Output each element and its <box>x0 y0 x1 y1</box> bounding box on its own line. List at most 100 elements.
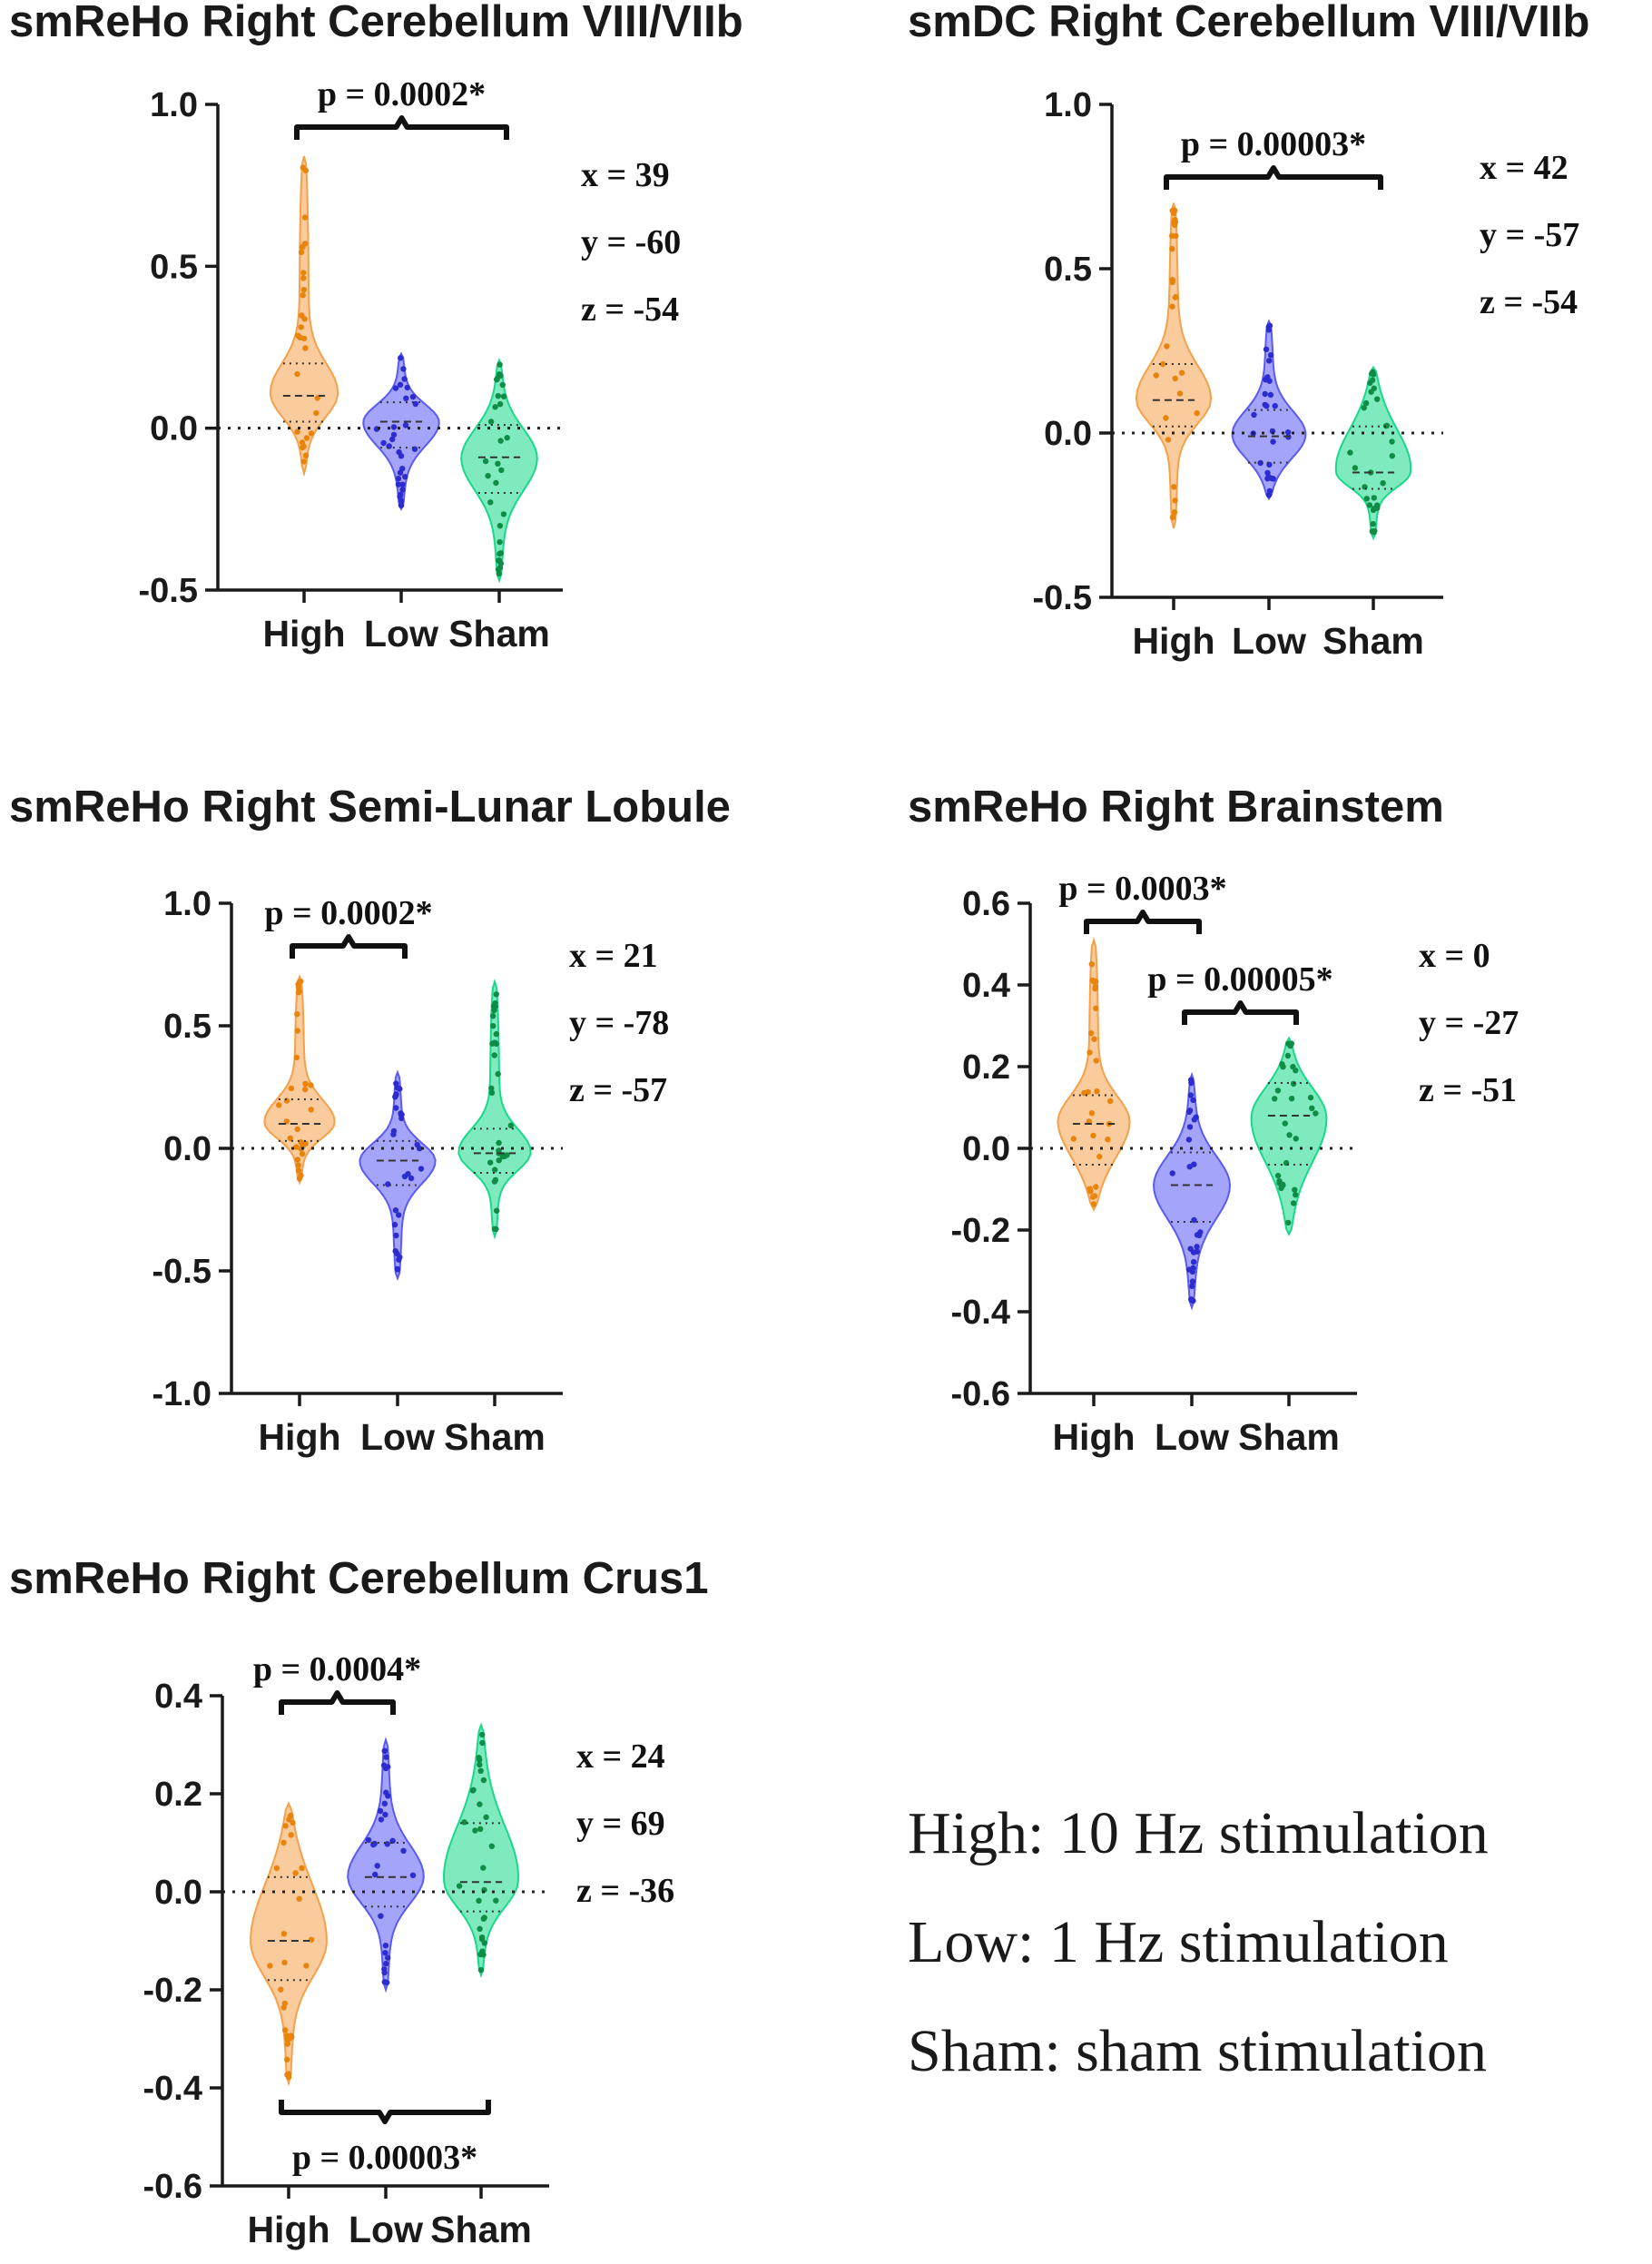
data-point <box>499 381 506 389</box>
data-point <box>1187 1092 1195 1098</box>
mni-coordinate-z: z = -51 <box>1419 1071 1517 1109</box>
data-point <box>374 1863 380 1869</box>
p-value-label: p = 0.0002* <box>264 894 432 932</box>
data-point <box>301 241 309 247</box>
data-point <box>1267 352 1274 359</box>
legend-sham: Sham: sham stimulation <box>908 2018 1487 2084</box>
p-value-label: p = 0.00003* <box>292 2139 477 2177</box>
mni-coordinate-x: x = 21 <box>569 937 658 975</box>
data-point <box>491 1052 497 1058</box>
data-point <box>1285 1219 1292 1226</box>
violin-high <box>269 155 339 477</box>
data-point <box>296 1895 302 1902</box>
data-point <box>1186 1107 1194 1114</box>
data-point <box>497 538 503 546</box>
x-tick-label-sham: Sham <box>430 2209 532 2250</box>
data-point <box>1197 1229 1204 1235</box>
data-point <box>365 1836 372 1844</box>
violin-sham <box>1250 1036 1328 1236</box>
data-point <box>1366 502 1373 508</box>
data-point <box>400 1847 407 1854</box>
data-point <box>496 371 503 378</box>
data-point <box>1368 389 1374 395</box>
data-point <box>398 355 404 361</box>
y-tick-label: 0.0 <box>962 1130 1010 1168</box>
data-point <box>288 1832 294 1838</box>
data-point <box>1169 1170 1175 1176</box>
data-point <box>1194 409 1200 417</box>
data-point <box>1170 210 1177 216</box>
data-point <box>1382 423 1390 429</box>
data-point <box>456 1883 463 1889</box>
data-point <box>299 439 306 446</box>
data-point <box>381 1800 388 1806</box>
data-point <box>1347 449 1353 456</box>
data-point <box>504 435 510 441</box>
data-point <box>493 991 499 998</box>
data-point <box>378 1913 384 1919</box>
data-point <box>492 1003 499 1009</box>
data-point <box>497 438 504 444</box>
violin-body <box>263 974 336 1186</box>
data-point <box>1169 232 1175 239</box>
data-point <box>1186 1164 1193 1170</box>
data-point <box>496 570 502 577</box>
y-tick-label: 0.0 <box>150 410 198 448</box>
y-tick-label: -0.4 <box>143 2070 202 2108</box>
mni-coordinate-z: z = -36 <box>576 1872 674 1910</box>
data-point <box>1262 390 1268 398</box>
violin-low <box>359 1069 437 1281</box>
chart-panel-5: smReHo Right Cerebellum Crus1 0.4 0.2 0.0 -0… <box>9 1561 709 2250</box>
mni-coordinate-z: z = -54 <box>581 290 679 329</box>
data-point <box>295 1162 301 1168</box>
data-point <box>1287 1042 1293 1049</box>
y-tick-label: -0.2 <box>143 1972 202 2010</box>
data-point <box>480 1865 487 1871</box>
x-tick-label-high: High <box>247 2209 329 2250</box>
mni-coordinate-y: y = 69 <box>576 1805 665 1843</box>
data-point <box>477 1767 484 1774</box>
y-tick-label: -0.5 <box>139 572 198 610</box>
data-point <box>299 1865 305 1871</box>
violin-sham <box>1334 365 1412 541</box>
x-tick-label-sham: Sham <box>1323 620 1424 662</box>
data-point <box>1190 1259 1197 1265</box>
data-point <box>496 1157 502 1164</box>
data-point <box>298 249 305 256</box>
data-point <box>481 1940 487 1946</box>
data-point <box>477 1951 484 1958</box>
data-point <box>299 312 305 319</box>
x-tick-label-sham: Sham <box>448 613 550 655</box>
data-point <box>495 1070 501 1078</box>
y-tick-label: -0.6 <box>951 1375 1010 1413</box>
data-point <box>482 458 489 465</box>
data-point <box>298 324 304 330</box>
data-point <box>267 1963 273 1969</box>
data-point <box>1093 1184 1099 1190</box>
data-point <box>396 1212 402 1218</box>
data-point <box>483 1814 489 1820</box>
data-point <box>490 1023 497 1029</box>
data-point <box>497 565 504 571</box>
p-value-label: p = 0.00003* <box>1181 125 1366 163</box>
data-point <box>1186 1124 1194 1130</box>
data-point <box>401 376 408 382</box>
y-tick-label: 0.0 <box>1044 415 1092 453</box>
data-point <box>299 1150 306 1157</box>
data-point <box>402 474 408 480</box>
data-point <box>494 376 500 382</box>
data-point <box>491 1178 498 1185</box>
data-point <box>303 435 310 441</box>
data-point <box>477 1826 484 1832</box>
data-point <box>393 1232 399 1239</box>
significance-bracket <box>1164 165 1383 190</box>
p-value-label: p = 0.0002* <box>318 75 486 113</box>
significance-bracket <box>279 2100 491 2124</box>
y-tick-label: -0.2 <box>951 1212 1010 1250</box>
data-point <box>1265 324 1272 330</box>
data-point <box>476 1897 482 1904</box>
data-point <box>488 1843 495 1849</box>
legend-high: High: 10 Hz stimulation <box>908 1800 1489 1866</box>
violin-high <box>1057 936 1131 1212</box>
y-tick-label: -0.6 <box>143 2168 202 2206</box>
